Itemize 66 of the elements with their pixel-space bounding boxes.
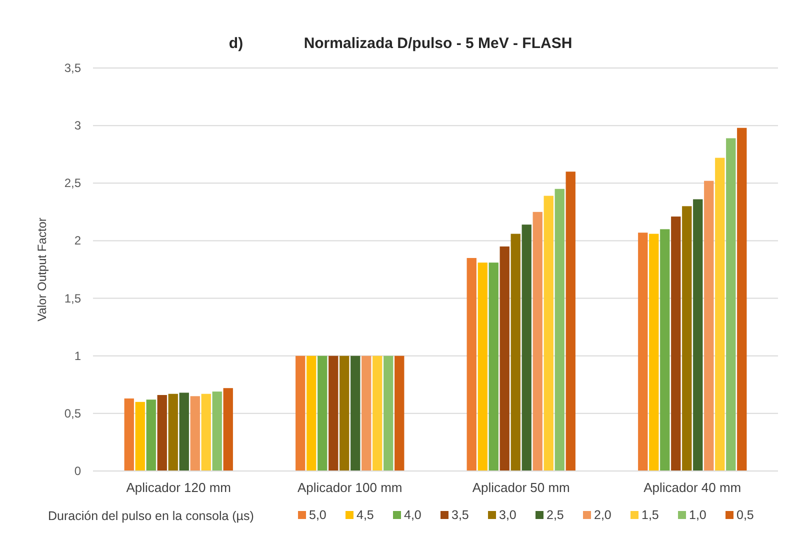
bar [168, 394, 178, 471]
y-tick-label: 0,5 [64, 406, 82, 420]
legend-label: 2,0 [594, 508, 612, 522]
bar [488, 262, 498, 471]
y-axis-title: Valor Output Factor [35, 218, 49, 322]
bar [737, 128, 747, 471]
bar [704, 180, 714, 471]
bar [362, 356, 372, 471]
bar [223, 388, 233, 471]
x-tick-label: Aplicador 50 mm [472, 480, 570, 495]
bar [318, 356, 328, 471]
legend-label: 0,5 [736, 508, 754, 522]
bar [328, 356, 338, 471]
bar [510, 234, 520, 471]
legend-label: 1,5 [642, 508, 659, 522]
x-tick-label: Aplicador 40 mm [644, 480, 742, 495]
chart-title: Normalizada D/pulso - 5 MeV - FLASH [304, 35, 572, 52]
bar [532, 212, 542, 471]
y-tick-label: 1,5 [64, 291, 82, 306]
legend-label: 4,5 [356, 508, 374, 522]
bar [726, 138, 736, 471]
y-tick-label: 2 [74, 234, 82, 248]
bar [671, 216, 681, 471]
bar [157, 395, 167, 471]
y-tick-label: 2,5 [64, 176, 82, 190]
bar [660, 229, 670, 471]
legend-label: 4,0 [404, 508, 422, 522]
bar [638, 232, 648, 471]
bar [682, 206, 692, 471]
bar [212, 392, 222, 471]
bar [135, 402, 145, 471]
legend-label: 1,0 [689, 508, 706, 522]
y-tick-label: 3 [74, 118, 82, 133]
legend-label: 5,0 [309, 508, 326, 522]
bar [478, 262, 488, 471]
bar [350, 356, 360, 471]
legend-title: Duración del pulso en la consola (µs) [48, 509, 254, 523]
bar [340, 356, 350, 471]
legend-label: 3,0 [499, 508, 516, 522]
bar [649, 234, 659, 471]
x-tick-label: Aplicador 100 mm [297, 480, 402, 495]
bar [372, 356, 382, 471]
bar [522, 224, 532, 471]
bar [190, 396, 200, 471]
bar [146, 400, 156, 471]
bar [179, 392, 189, 471]
bar [306, 356, 316, 471]
bar [201, 394, 211, 471]
text: d) [228, 35, 244, 52]
bar [500, 246, 510, 471]
legend-label: 3,5 [452, 508, 469, 522]
bar [296, 356, 306, 471]
bar [384, 356, 394, 471]
bar [124, 398, 134, 471]
y-tick-label: 1 [74, 348, 82, 363]
bar [693, 199, 703, 471]
bar [466, 258, 476, 471]
bar [394, 356, 404, 471]
bar [554, 188, 564, 471]
y-tick-label: 3,5 [64, 61, 82, 75]
x-tick-label: Aplicador 120 mm [126, 480, 232, 495]
y-tick-label: 0 [74, 464, 82, 478]
legend-label: 2,5 [546, 508, 564, 522]
bar [566, 172, 576, 471]
bar [544, 196, 554, 471]
bar [715, 158, 725, 471]
